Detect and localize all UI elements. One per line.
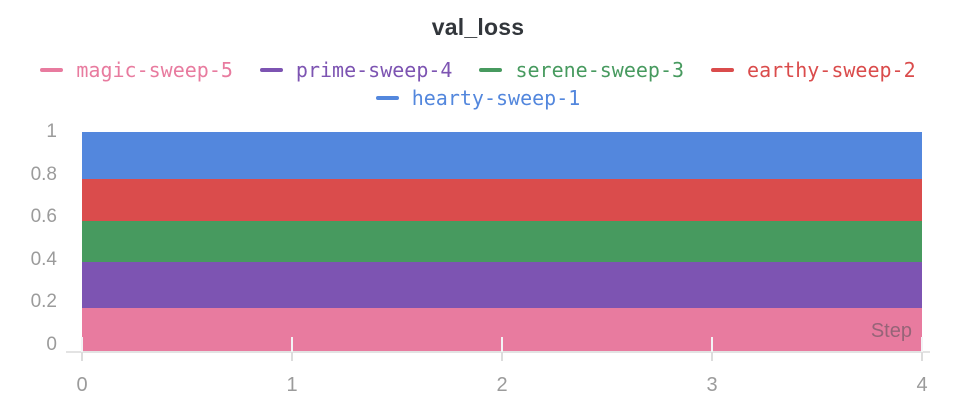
legend-item-earthy-sweep-2[interactable]: earthy-sweep-2 xyxy=(711,57,916,83)
legend-item-hearty-sweep-1[interactable]: hearty-sweep-1 xyxy=(375,85,581,111)
legend-item-prime-sweep-4[interactable]: prime-sweep-4 xyxy=(259,57,453,83)
x-tick-mark xyxy=(711,337,713,352)
y-tick-label: 0 xyxy=(46,334,57,355)
legend-run-label: earthy-sweep-2 xyxy=(747,58,916,82)
legend-line-marker xyxy=(711,68,735,72)
y-tick-label: 1 xyxy=(46,121,57,142)
legend-run-label: serene-sweep-3 xyxy=(515,58,685,82)
x-tick-mark xyxy=(291,337,293,352)
x-tick-label: 1 xyxy=(286,374,298,396)
x-tick-mark xyxy=(711,351,713,361)
legend: magic-sweep-5 prime-sweep-4 serene-sweep-3… xyxy=(0,57,956,111)
y-tick-label: 0.2 xyxy=(30,291,57,313)
x-axis-line xyxy=(66,351,930,353)
chart-title: val_loss xyxy=(431,14,525,40)
x-tick-mark xyxy=(81,337,83,352)
x-tick-mark xyxy=(921,351,923,361)
x-tick-mark xyxy=(501,351,503,361)
x-tick-label: 0 xyxy=(76,374,88,396)
x-axis-title: Step xyxy=(870,320,912,342)
y-tick-label: 0.8 xyxy=(30,163,57,185)
y-tick-label: 0.6 xyxy=(30,206,57,228)
x-tick-mark xyxy=(81,351,83,361)
x-tick-label: 2 xyxy=(496,374,508,396)
x-tick-label: 4 xyxy=(916,374,928,396)
legend-run-label: magic-sweep-5 xyxy=(76,58,233,82)
legend-item-serene-sweep-3[interactable]: serene-sweep-3 xyxy=(479,57,684,83)
legend-run-label: prime-sweep-4 xyxy=(295,58,453,82)
legend-item-magic-sweep-5[interactable]: magic-sweep-5 xyxy=(40,57,233,83)
x-tick-mark xyxy=(291,351,293,361)
x-tick-mark xyxy=(921,337,923,352)
x-tick-label: 3 xyxy=(706,374,718,396)
legend-run-label: hearty-sweep-1 xyxy=(411,86,581,110)
legend-line-marker xyxy=(479,68,503,72)
legend-line-marker xyxy=(40,68,64,72)
legend-line-marker xyxy=(375,96,399,100)
legend-line-marker xyxy=(259,68,283,72)
x-tick-mark xyxy=(501,337,503,352)
y-tick-label: 0.4 xyxy=(30,248,57,270)
